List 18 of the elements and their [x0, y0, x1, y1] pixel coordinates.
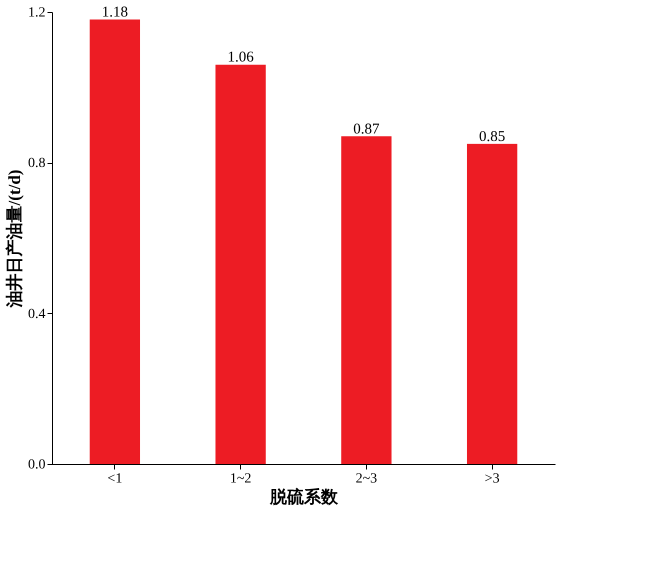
data-label: 0.87: [353, 121, 380, 138]
y-tick-label: 1.2: [28, 6, 46, 20]
x-tick-label: 1~2: [230, 472, 252, 486]
x-tick-label: <1: [107, 472, 122, 486]
data-label: 1.18: [102, 4, 128, 21]
x-tick-label: 2~3: [356, 472, 378, 486]
bar: [466, 144, 518, 464]
x-tick-label: >3: [484, 472, 500, 486]
bar: [341, 136, 392, 464]
y-axis-title: 油井日产油量/(t/d): [5, 170, 24, 308]
y-tick-label: 0.0: [28, 458, 46, 472]
y-tick-label: 0.8: [28, 156, 46, 172]
data-label: 0.85: [479, 128, 506, 145]
bar: [90, 20, 140, 464]
bar: [215, 64, 266, 464]
x-axis-title: 脱硫系数: [269, 488, 339, 506]
y-tick-label: 0.4: [28, 306, 46, 322]
data-label: 1.06: [228, 50, 254, 66]
